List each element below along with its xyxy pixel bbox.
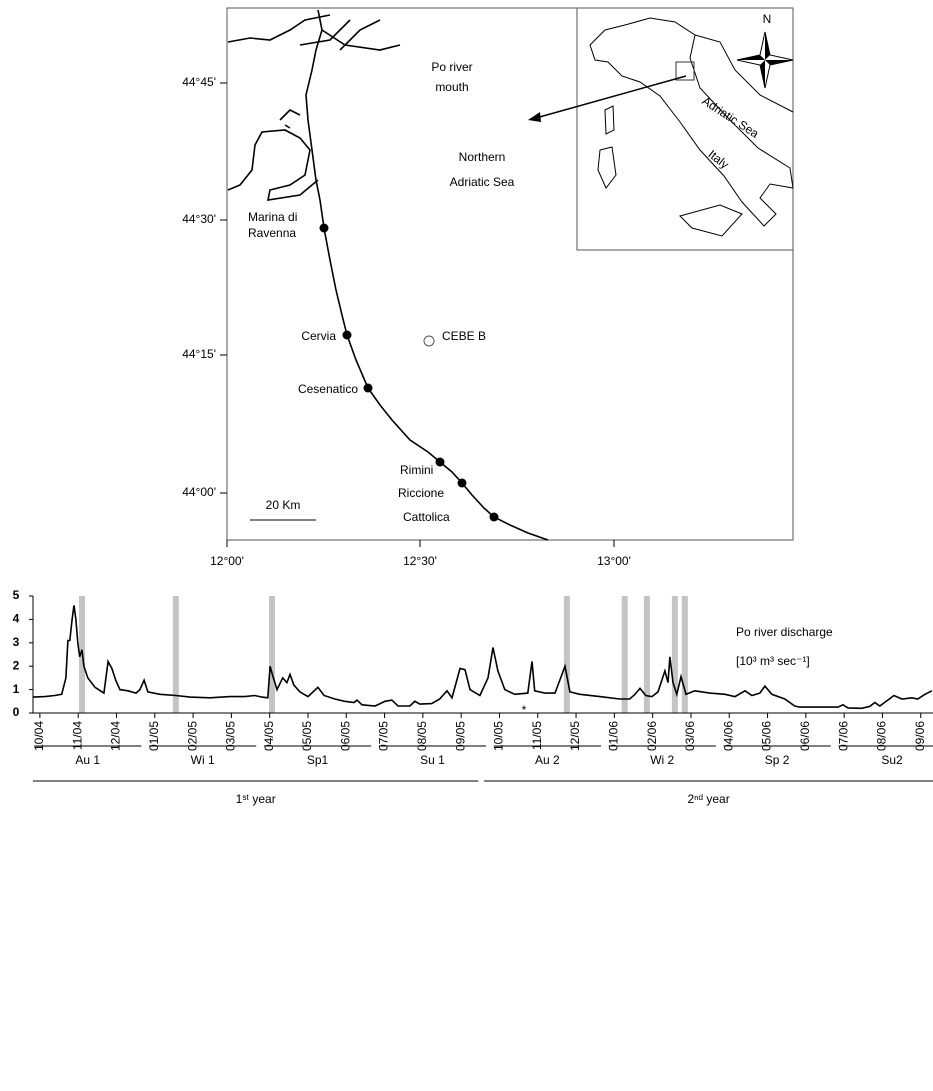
lat-label: 44°30' bbox=[182, 212, 216, 226]
season-label: Wi 2 bbox=[650, 753, 674, 767]
season-label: Su2 bbox=[881, 753, 903, 767]
arrow-head bbox=[528, 112, 541, 122]
x-tick-label: 07/05 bbox=[377, 721, 391, 751]
discharge-line bbox=[32, 605, 933, 710]
place-label: Marina di bbox=[248, 210, 297, 224]
x-tick-label: 03/06 bbox=[683, 721, 697, 751]
lon-label: 13°00' bbox=[597, 554, 631, 568]
sampling-bar bbox=[681, 596, 688, 713]
station-label: CEBE B bbox=[442, 329, 486, 343]
place-label: Riccione bbox=[398, 486, 444, 500]
y-tick-label: 0 bbox=[13, 705, 20, 719]
map-ticks bbox=[220, 82, 615, 547]
season-label: Su 1 bbox=[420, 753, 445, 767]
compass-fill bbox=[737, 32, 793, 88]
lat-label: 44°00' bbox=[182, 485, 216, 499]
x-tick-label: 02/05 bbox=[185, 721, 199, 751]
scale-label: 20 Km bbox=[266, 498, 301, 512]
lagoon bbox=[227, 109, 319, 201]
sea-label: Adriatic Sea bbox=[450, 175, 515, 189]
x-tick-label: 04/06 bbox=[721, 721, 735, 751]
lat-label: 44°45' bbox=[182, 75, 216, 89]
lon-label: 12°30' bbox=[403, 554, 437, 568]
chart: 0 1 2 3 4 5 10/04 11/04 12/04 01/05 02/05 03/05 04/0… bbox=[13, 588, 933, 806]
sampling-bar bbox=[172, 596, 179, 713]
year-label: 1ˢᵗ year bbox=[236, 792, 276, 806]
annotation: [10³ m³ sec⁻¹] bbox=[736, 654, 810, 668]
sicily bbox=[679, 204, 743, 237]
x-tick-label: 02/06 bbox=[645, 721, 659, 751]
italy bbox=[589, 17, 794, 227]
x-tick-label: 09/05 bbox=[453, 721, 467, 751]
x-tick-label: 05/06 bbox=[760, 721, 774, 751]
po-mouth-label: mouth bbox=[435, 80, 468, 94]
x-tick-label: 12/04 bbox=[109, 721, 123, 751]
x-tick-label: 01/05 bbox=[147, 721, 161, 751]
y-tick-label: 4 bbox=[13, 612, 20, 626]
sampling-bar bbox=[643, 596, 650, 713]
corsica bbox=[604, 105, 615, 135]
stations bbox=[319, 223, 499, 522]
y-tick-label: 5 bbox=[13, 588, 20, 602]
balkans bbox=[694, 34, 794, 113]
lat-label: 44°15' bbox=[182, 347, 216, 361]
y-tick-label: 3 bbox=[13, 635, 20, 649]
x-tick-label: 08/05 bbox=[415, 721, 429, 751]
x-tick-label: 11/05 bbox=[530, 721, 544, 750]
area-box bbox=[675, 61, 695, 81]
x-tick-label: 01/06 bbox=[607, 721, 621, 751]
x-tick-label: 05/05 bbox=[300, 721, 314, 751]
x-tick-label: 11/04 bbox=[70, 721, 84, 750]
lon-label: 12°00' bbox=[210, 554, 244, 568]
sardinia bbox=[597, 146, 617, 189]
place-label: Cesenatico bbox=[298, 382, 358, 396]
x-tick-label: 08/06 bbox=[875, 721, 889, 751]
sea-label: Northern bbox=[459, 150, 506, 164]
place-label: Rimini bbox=[400, 463, 433, 477]
map: 44°45' 44°30' 44°15' 44°00' 12°00' 12°30… bbox=[182, 7, 794, 568]
x-tick-label: 10/05 bbox=[492, 721, 506, 751]
map-frame bbox=[226, 7, 794, 541]
offshore-station bbox=[423, 335, 435, 347]
x-tick-label: 12/05 bbox=[568, 721, 582, 751]
place-label: Cervia bbox=[301, 329, 336, 343]
north-label: N bbox=[763, 12, 772, 26]
coastline bbox=[305, 9, 549, 541]
year-label: 2ⁿᵈ year bbox=[687, 792, 729, 806]
x-tick-label: 07/06 bbox=[836, 721, 850, 751]
y-tick-label: 1 bbox=[13, 682, 20, 696]
y-tick-label: 2 bbox=[13, 658, 20, 672]
place-label: Ravenna bbox=[248, 226, 296, 240]
sampling-bar bbox=[621, 596, 628, 713]
x-tick-label: 10/04 bbox=[32, 721, 46, 751]
x-tick-label: 09/06 bbox=[913, 721, 927, 751]
season-label: Sp 2 bbox=[765, 753, 790, 767]
season-label: Wi 1 bbox=[191, 753, 215, 767]
annotation: Po river discharge bbox=[736, 625, 833, 639]
sampling-bar bbox=[563, 596, 570, 713]
po-mouth-label: Po river bbox=[431, 60, 472, 74]
season-label: Au 2 bbox=[535, 753, 560, 767]
sampling-bar bbox=[671, 596, 678, 713]
place-label: Cattolica bbox=[403, 510, 450, 524]
x-tick-label: 03/05 bbox=[224, 721, 238, 751]
season-label: Sp1 bbox=[307, 753, 329, 767]
sampling-bar bbox=[268, 596, 275, 713]
po-delta bbox=[227, 14, 401, 51]
arrow bbox=[535, 75, 687, 119]
marker: * bbox=[522, 703, 527, 717]
season-label: Au 1 bbox=[75, 753, 100, 767]
x-tick-label: 06/06 bbox=[798, 721, 812, 751]
x-tick-label: 06/05 bbox=[338, 721, 352, 751]
x-tick-label: 04/05 bbox=[262, 721, 276, 751]
